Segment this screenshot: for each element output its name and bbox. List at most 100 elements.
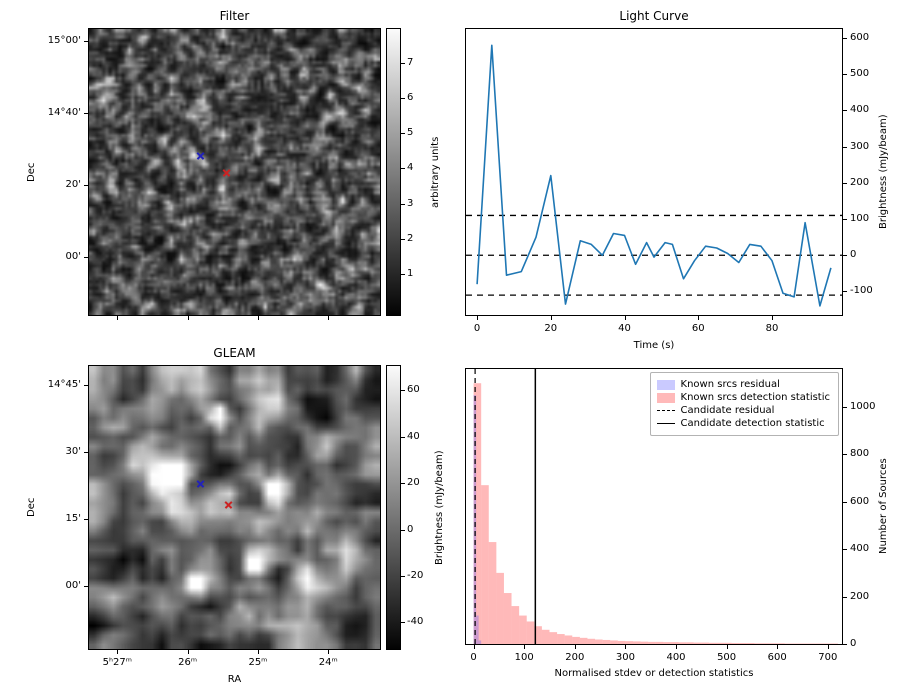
light-curve-x-tick-label: 80 (765, 323, 779, 334)
histogram-x-tick (625, 645, 627, 649)
filter-colorbar-tick-label: 3 (407, 197, 414, 209)
histogram-x-tick-label: 200 (565, 652, 585, 663)
light-curve-y-tick-label: 300 (850, 140, 870, 152)
filter-colorbar-tick-label: 6 (407, 92, 414, 104)
histogram-x-tick (524, 645, 526, 649)
legend-item: Known srcs detection statistic (656, 392, 830, 403)
histogram-x-tick-label: 0 (470, 652, 477, 663)
histogram-y-tick (843, 596, 847, 598)
light-curve-y-tick (843, 146, 847, 148)
gleam-colorbar-tick (401, 390, 405, 392)
gleam-colorbar-tick-label: 40 (407, 430, 420, 442)
legend-swatch (656, 379, 675, 390)
histogram-x-axis-label: Normalised stdev or detection statistics (554, 668, 754, 679)
light-curve-y-tick (843, 74, 847, 76)
gleam-x-tick-label: 25ᵐ (248, 657, 268, 668)
gleam-colorbar-label: Brightness (mJy/beam) (434, 450, 445, 565)
gleam-colorbar-tick (401, 483, 405, 485)
gleam-x-tick (328, 650, 330, 654)
light-curve-x-tick (477, 316, 479, 320)
histogram-y-axis-label: Number of Sources (878, 458, 889, 555)
gleam-y-tick (84, 451, 88, 453)
light-curve-y-axis-label: Brightness (mJy/beam) (878, 114, 889, 230)
legend-swatch (656, 392, 675, 403)
histogram-x-tick-label: 100 (514, 652, 534, 663)
histogram-x-tick (777, 645, 779, 649)
histogram-x-tick (574, 645, 576, 649)
filter-colorbar-tick (401, 98, 405, 100)
histogram-y-tick (843, 549, 847, 551)
histogram-x-tick-label: 500 (717, 652, 737, 663)
filter-colorbar-tick-label: 1 (407, 267, 414, 279)
light-curve-y-tick-label: 200 (850, 176, 870, 188)
gleam-y-tick (84, 585, 88, 587)
gleam-colorbar (386, 365, 401, 650)
histogram-x-tick (726, 645, 728, 649)
filter-y-tick (84, 256, 88, 258)
filter-colorbar-tick-label: 4 (407, 162, 414, 174)
legend-label: Candidate detection statistic (680, 418, 825, 429)
legend-item: Candidate residual (656, 405, 830, 416)
gleam-image-axes (88, 365, 381, 650)
filter-colorbar-tick (401, 273, 405, 275)
filter-colorbar-tick (401, 203, 405, 205)
filter-colorbar-tick (401, 63, 405, 65)
filter-x-tick (257, 316, 259, 320)
light-curve-y-tick-label: -100 (850, 285, 873, 297)
light-curve-y-tick-label: 600 (850, 32, 870, 44)
gleam-colorbar-tick-label: -20 (407, 569, 424, 581)
histogram-x-tick-label: 400 (666, 652, 686, 663)
gleam-colorbar-tick (401, 529, 405, 531)
filter-y-tick-label: 15°00' (47, 34, 81, 46)
light-curve-x-tick (771, 316, 773, 320)
filter-y-tick-label: 20' (65, 178, 81, 190)
gleam-x-axis-label: RA (227, 674, 242, 685)
gleam-x-tick (117, 650, 119, 654)
gleam-x-tick-label: 26ᵐ (178, 657, 198, 668)
filter-x-tick (117, 316, 119, 320)
filter-colorbar-tick-label: 2 (407, 232, 414, 244)
filter-y-tick (84, 40, 88, 42)
light-curve-y-tick-label: 0 (850, 249, 857, 261)
gleam-x-tick-label: 24ᵐ (318, 657, 338, 668)
light-curve-x-tick (624, 316, 626, 320)
filter-noise-image (89, 29, 380, 315)
histogram-axes: Known srcs residual Known srcs detection … (465, 368, 843, 645)
filter-colorbar-tick (401, 168, 405, 170)
gleam-y-axis-label: Dec (26, 497, 37, 518)
light-curve-x-tick-label: 60 (691, 323, 705, 334)
filter-y-axis-label: Dec (26, 162, 37, 182)
filter-y-tick-label: 14°40' (47, 106, 81, 118)
gleam-y-tick-label: 00' (65, 579, 81, 591)
histogram-y-tick-label: 1000 (850, 400, 876, 412)
histogram-y-tick-label: 200 (850, 590, 870, 602)
histogram-plot (473, 369, 838, 644)
gleam-colorbar-tick (401, 436, 405, 438)
light-curve-y-tick (843, 255, 847, 257)
gleam-title: GLEAM (213, 346, 256, 360)
histogram-y-tick (843, 501, 847, 503)
filter-colorbar-tick (401, 238, 405, 240)
legend-dashed-line-sample (656, 410, 675, 411)
filter-title: Filter (219, 9, 250, 23)
filter-y-tick (84, 184, 88, 186)
legend-solid-line-sample (656, 423, 675, 424)
histogram-x-tick (827, 645, 829, 649)
light-curve-x-tick (698, 316, 700, 320)
light-curve-axes (465, 28, 843, 316)
light-curve-x-tick-label: 0 (473, 323, 481, 334)
histogram-legend: Known srcs residual Known srcs detection … (649, 372, 839, 436)
gleam-y-tick (84, 518, 88, 520)
histogram-y-tick (843, 644, 847, 645)
gleam-colorbar-tick-label: -40 (407, 616, 424, 628)
histogram-y-tick-label: 800 (850, 448, 870, 460)
filter-x-tick (187, 316, 189, 320)
histogram-y-tick-label: 600 (850, 495, 870, 507)
gleam-colorbar-tick-label: 20 (407, 477, 420, 489)
light-curve-y-tick-label: 100 (850, 213, 870, 225)
light-curve-y-tick (843, 110, 847, 112)
gleam-y-tick (84, 384, 88, 386)
histogram-x-tick (473, 645, 475, 649)
histogram-y-tick-label: 0 (850, 638, 857, 649)
